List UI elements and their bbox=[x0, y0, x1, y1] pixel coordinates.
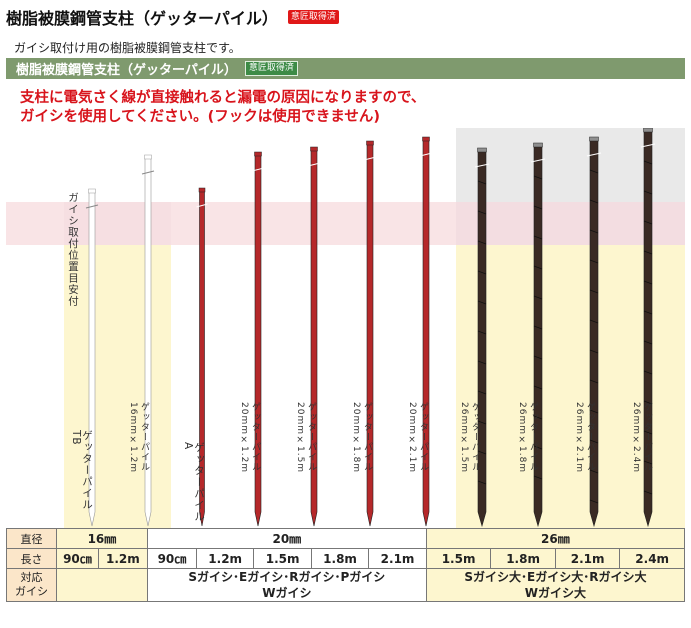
design-registered-badge: 意匠取得済 bbox=[287, 10, 339, 24]
length-cell: 1.2m bbox=[97, 548, 148, 569]
pole-label-26-21: ゲッターパイル26mm×2.1m bbox=[574, 402, 595, 474]
warning-line-2: ガイシを使用してください。(フックは使用できません) bbox=[20, 109, 380, 125]
pole-label-26-24: ゲッターパイル26mm×2.4m bbox=[631, 402, 652, 474]
pole-label-20-18: ゲッターパイル20mm×1.8m bbox=[351, 402, 372, 474]
pole bbox=[530, 142, 546, 528]
insulator-right-line2: Wガイシ大 bbox=[524, 586, 587, 600]
insulator-right-line1: Sガイシ大･Eガイシ大･Rガイシ大 bbox=[464, 570, 647, 584]
diameter-row: 直径 16㎜ 20㎜ 26㎜ bbox=[6, 528, 686, 549]
insulator-mid-line2: Wガイシ bbox=[262, 586, 312, 600]
pole bbox=[363, 140, 377, 527]
poles-drawing bbox=[85, 128, 656, 528]
mount-position-label: ガイシ取付位置目安付 bbox=[67, 192, 79, 307]
diameter-16: 16㎜ bbox=[56, 528, 148, 549]
length-cell: 2.1m bbox=[554, 548, 621, 569]
section-header-bar: 樹脂被膜鋼管支柱（ゲッターパイル） 意匠取得済 bbox=[6, 58, 685, 79]
pole bbox=[586, 136, 602, 528]
insulator-right-cell: Sガイシ大･Eガイシ大･Rガイシ大 Wガイシ大 bbox=[425, 568, 686, 602]
pole-label-20-12: ゲッターパイル20mm×1.2m bbox=[239, 402, 260, 474]
pole bbox=[141, 154, 155, 527]
diameter-26: 26㎜ bbox=[425, 528, 686, 549]
length-cell: 1.8m bbox=[310, 548, 370, 569]
insulator-mid-cell: Sガイシ･Eガイシ･Rガイシ･Pガイシ Wガイシ bbox=[146, 568, 427, 602]
insulator-header-line2: ガイシ bbox=[15, 585, 48, 598]
pole-label-20-21: ゲッターパイル20mm×2.1m bbox=[407, 402, 428, 474]
diameter-20: 20㎜ bbox=[146, 528, 427, 549]
insulator-header: 対応 ガイシ bbox=[6, 568, 57, 602]
warning-line-1: 支柱に電気さく線が直接触れると漏電の原因になりますので、 bbox=[20, 90, 426, 106]
pole bbox=[474, 147, 490, 528]
insulator-mid-line1: Sガイシ･Eガイシ･Rガイシ･Pガイシ bbox=[188, 570, 386, 584]
length-cell: 2.4m bbox=[619, 548, 685, 569]
title-row: 樹脂被膜鋼管支柱（ゲッターパイル） 意匠取得済 bbox=[6, 6, 339, 28]
diameter-header: 直径 bbox=[6, 528, 57, 549]
pole-label-26-18: ゲッターパイル26mm×1.8m bbox=[517, 402, 538, 474]
length-cell: 2.1m bbox=[368, 548, 427, 569]
pole-label-tb: ゲッターパイルTB bbox=[70, 430, 93, 511]
length-cell: 90㎝ bbox=[146, 548, 197, 569]
insulator-row: 対応 ガイシ Sガイシ･Eガイシ･Rガイシ･Pガイシ Wガイシ Sガイシ大･Eガ… bbox=[6, 568, 686, 602]
pole-label-26-15: ゲッターパイル26mm×1.5m bbox=[459, 402, 480, 474]
length-cell: 1.5m bbox=[253, 548, 312, 569]
length-header: 長さ bbox=[6, 548, 57, 569]
page-subtitle: ガイシ取付け用の樹脂被膜鋼管支柱です。 bbox=[14, 41, 241, 55]
left-yellow-zone bbox=[64, 245, 171, 528]
length-row: 長さ 90㎝ 1.2m 90㎝ 1.2m 1.5m 1.8m 2.1m 1.5m… bbox=[6, 548, 685, 569]
length-cell: 1.8m bbox=[490, 548, 556, 569]
pole bbox=[307, 146, 321, 527]
pole bbox=[85, 188, 99, 527]
length-cell: 90㎝ bbox=[56, 548, 99, 569]
pole-figure: ガイシ取付位置目安付 ゲッターパイルTB ゲッターパイル16mm×1.2m ゲッ… bbox=[6, 128, 685, 528]
pole bbox=[640, 128, 656, 528]
pole-label-20-15: ゲッターパイル20mm×1.5m bbox=[295, 402, 316, 474]
left-pink-zone bbox=[64, 202, 171, 245]
spec-table: 直径 16㎜ 20㎜ 26㎜ 長さ 90㎝ 1.2m 90㎝ 1.2m 1.5m… bbox=[6, 528, 686, 602]
pole bbox=[196, 187, 208, 527]
length-cell: 1.2m bbox=[195, 548, 255, 569]
warning-text: 支柱に電気さく線が直接触れると漏電の原因になりますので、 ガイシを使用してくださ… bbox=[20, 89, 680, 127]
section-title: 樹脂被膜鋼管支柱（ゲッターパイル） bbox=[16, 63, 237, 78]
pole bbox=[251, 151, 265, 527]
section-badge: 意匠取得済 bbox=[244, 61, 298, 76]
pole-label-16-12: ゲッターパイル16mm×1.2m bbox=[128, 402, 149, 474]
length-cell: 1.5m bbox=[425, 548, 492, 569]
pole-label-a: ゲッターパイルA bbox=[182, 442, 205, 523]
pole bbox=[419, 136, 433, 527]
insulator-header-line1: 対応 bbox=[20, 571, 43, 584]
page-title: 樹脂被膜鋼管支柱（ゲッターパイル） bbox=[6, 9, 278, 28]
insulator-empty-cell bbox=[56, 568, 148, 602]
